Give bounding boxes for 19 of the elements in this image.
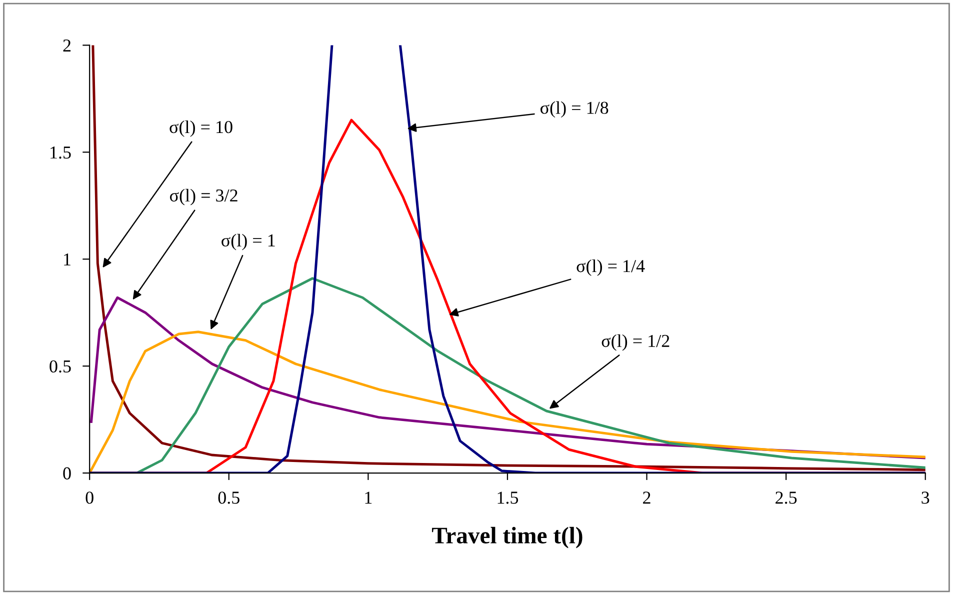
annotation: σ(l) = 1/8 [540,101,608,118]
annotation: σ(l) = 1/2 [602,334,670,351]
x-tick-label: 0.5 [218,492,240,504]
annotation: σ(l) = 1 [222,234,275,250]
x-tick-label: 3 [922,492,930,504]
x-axis-title: Travel time t(l) [432,526,582,548]
annotation: σ(l) = 1/4 [576,259,645,276]
x-tick-label: 1 [365,492,372,504]
y-tick-label: 2 [63,40,71,52]
annotation: σ(l) = 3/2 [170,188,238,206]
x-tick-label: 0 [86,492,94,504]
y-tick-label: 1 [64,253,70,266]
x-tick-label: 2.5 [776,492,797,504]
x-tick-label: 2 [643,492,650,504]
y-tick-label: 0.5 [50,360,71,373]
y-tick-label: 0 [63,467,71,480]
x-tick-label: 1.5 [498,492,518,504]
y-tick-label: 1.5 [50,146,71,159]
annotation: σ(l) = 10 [170,120,232,137]
